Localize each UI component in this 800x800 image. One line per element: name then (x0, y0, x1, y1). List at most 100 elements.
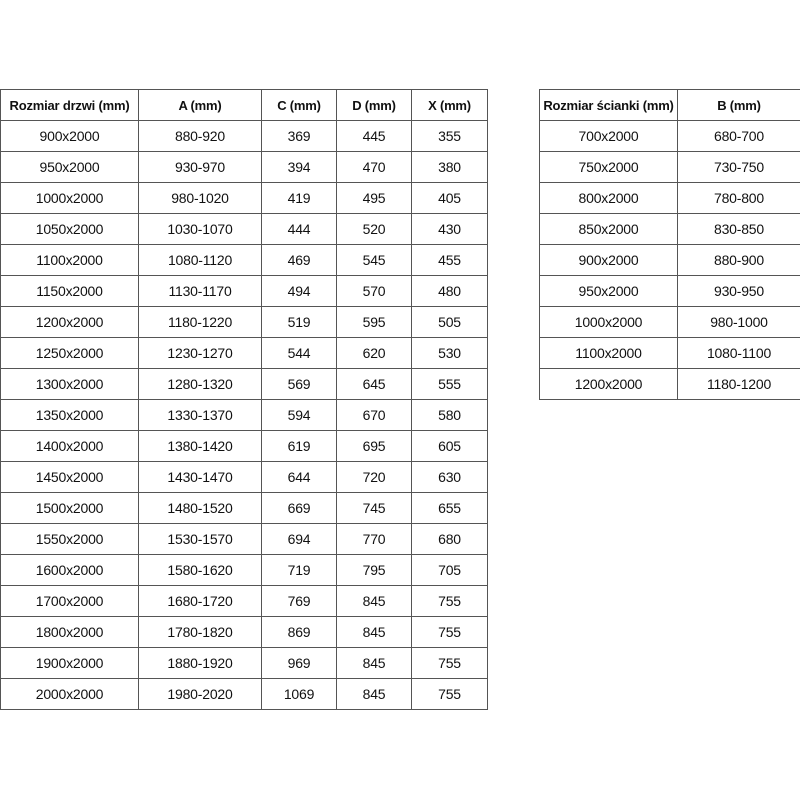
table-cell: 645 (336, 368, 412, 400)
table-cell: 1400x2000 (0, 430, 139, 462)
table-row: 1200x2000 1180-1220 519 595 505 (0, 306, 488, 338)
table-cell: 1500x2000 (0, 492, 139, 524)
table-row: 1150x2000 1130-1170 494 570 480 (0, 275, 488, 307)
table-row: 1350x2000 1330-1370 594 670 580 (0, 399, 488, 431)
table-cell: 1200x2000 (539, 368, 678, 400)
table-row: 1600x2000 1580-1620 719 795 705 (0, 554, 488, 586)
table-cell: 700x2000 (539, 120, 678, 152)
column-header: C (mm) (261, 89, 337, 121)
table-cell: 669 (261, 492, 337, 524)
table-cell: 1330-1370 (138, 399, 262, 431)
table-cell: 630 (411, 461, 488, 493)
table-cell: 1250x2000 (0, 337, 139, 369)
table-row: 850x2000 830-850 (539, 213, 800, 245)
table-cell: 755 (411, 678, 488, 710)
table-row: 1250x2000 1230-1270 544 620 530 (0, 337, 488, 369)
column-header: Rozmiar ścianki (mm) (539, 89, 678, 121)
table-cell: 755 (411, 647, 488, 679)
column-header: B (mm) (677, 89, 800, 121)
table-row: 1000x2000 980-1020 419 495 405 (0, 182, 488, 214)
table-cell: 1350x2000 (0, 399, 139, 431)
table-cell: 545 (336, 244, 412, 276)
table-row: 800x2000 780-800 (539, 182, 800, 214)
table-cell: 1480-1520 (138, 492, 262, 524)
table-cell: 780-800 (677, 182, 800, 214)
table-row: 1450x2000 1430-1470 644 720 630 (0, 461, 488, 493)
table-cell: 430 (411, 213, 488, 245)
table-cell: 1180-1200 (677, 368, 800, 400)
table-cell: 670 (336, 399, 412, 431)
table-cell: 455 (411, 244, 488, 276)
table-cell: 605 (411, 430, 488, 462)
table-cell: 580 (411, 399, 488, 431)
table-cell: 950x2000 (539, 275, 678, 307)
table-cell: 1150x2000 (0, 275, 139, 307)
table-cell: 1000x2000 (0, 182, 139, 214)
column-header: X (mm) (411, 89, 488, 121)
table-row: 1500x2000 1480-1520 669 745 655 (0, 492, 488, 524)
table-row: 1100x2000 1080-1120 469 545 455 (0, 244, 488, 276)
table-cell: 769 (261, 585, 337, 617)
table-cell: 950x2000 (0, 151, 139, 183)
table-cell: 520 (336, 213, 412, 245)
table-cell: 1700x2000 (0, 585, 139, 617)
table-cell: 1100x2000 (0, 244, 139, 276)
table-cell: 845 (336, 616, 412, 648)
table-cell: 850x2000 (539, 213, 678, 245)
column-header: Rozmiar drzwi (mm) (0, 89, 139, 121)
table-cell: 1380-1420 (138, 430, 262, 462)
table-cell: 419 (261, 182, 337, 214)
table-row: 2000x2000 1980-2020 1069 845 755 (0, 678, 488, 710)
table-cell: 730-750 (677, 151, 800, 183)
table-row: 1300x2000 1280-1320 569 645 555 (0, 368, 488, 400)
table-row: 1100x2000 1080-1100 (539, 337, 800, 369)
table-cell: 980-1000 (677, 306, 800, 338)
table-row: 1550x2000 1530-1570 694 770 680 (0, 523, 488, 555)
table-cell: 355 (411, 120, 488, 152)
table-header-row: Rozmiar ścianki (mm) B (mm) (539, 89, 800, 121)
table-cell: 880-920 (138, 120, 262, 152)
table-cell: 800x2000 (539, 182, 678, 214)
table-cell: 619 (261, 430, 337, 462)
table-row: 700x2000 680-700 (539, 120, 800, 152)
table-cell: 505 (411, 306, 488, 338)
table-cell: 1130-1170 (138, 275, 262, 307)
table-cell: 1280-1320 (138, 368, 262, 400)
table-row: 1000x2000 980-1000 (539, 306, 800, 338)
table-cell: 720 (336, 461, 412, 493)
door-sizes-table: Rozmiar drzwi (mm) A (mm) C (mm) D (mm) X (m… (0, 89, 488, 710)
table-cell: 1100x2000 (539, 337, 678, 369)
table-cell: 980-1020 (138, 182, 262, 214)
table-cell: 1300x2000 (0, 368, 139, 400)
table-cell: 405 (411, 182, 488, 214)
table-cell: 655 (411, 492, 488, 524)
table-cell: 680 (411, 523, 488, 555)
table-cell: 394 (261, 151, 337, 183)
table-cell: 1900x2000 (0, 647, 139, 679)
table-row: 950x2000 930-950 (539, 275, 800, 307)
table-cell: 470 (336, 151, 412, 183)
table-cell: 519 (261, 306, 337, 338)
table-cell: 795 (336, 554, 412, 586)
table-cell: 845 (336, 647, 412, 679)
table-cell: 369 (261, 120, 337, 152)
table-cell: 1080-1120 (138, 244, 262, 276)
table-cell: 1030-1070 (138, 213, 262, 245)
table-cell: 1580-1620 (138, 554, 262, 586)
table-cell: 1550x2000 (0, 523, 139, 555)
table-row: 1700x2000 1680-1720 769 845 755 (0, 585, 488, 617)
table-cell: 1230-1270 (138, 337, 262, 369)
table-cell: 750x2000 (539, 151, 678, 183)
table-cell: 845 (336, 585, 412, 617)
table-cell: 1000x2000 (539, 306, 678, 338)
table-cell: 1050x2000 (0, 213, 139, 245)
table-cell: 930-950 (677, 275, 800, 307)
table-cell: 1430-1470 (138, 461, 262, 493)
table-cell: 445 (336, 120, 412, 152)
table-cell: 845 (336, 678, 412, 710)
table-row: 1200x2000 1180-1200 (539, 368, 800, 400)
wall-sizes-table: Rozmiar ścianki (mm) B (mm) 700x2000 680-7… (539, 89, 800, 400)
table-cell: 1980-2020 (138, 678, 262, 710)
table-cell: 494 (261, 275, 337, 307)
table-cell: 469 (261, 244, 337, 276)
